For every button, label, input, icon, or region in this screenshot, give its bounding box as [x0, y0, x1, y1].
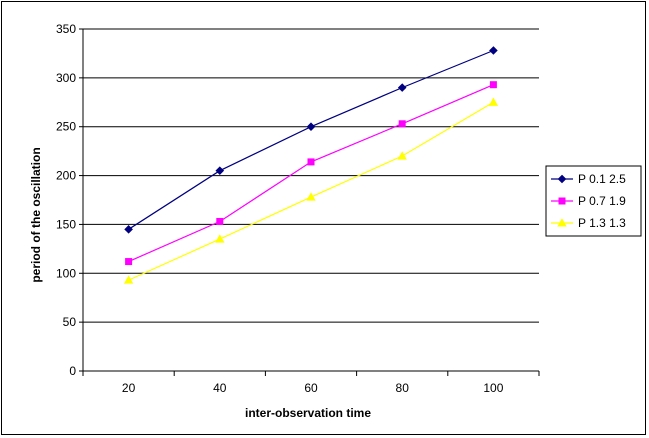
- series-layer: [123, 46, 499, 284]
- y-tick-label-250: 250: [56, 120, 76, 134]
- y-tick-label-150: 150: [56, 217, 76, 231]
- data-point-1-40: [215, 166, 225, 175]
- data-point-1-60: [306, 122, 316, 132]
- data-point-3-60: [306, 192, 316, 201]
- data-point-3-40: [215, 234, 225, 243]
- legend: P 0.1 2.5 P 0.7 1.9 P 1.3 1.3: [545, 165, 642, 237]
- data-point-1-80: [397, 83, 407, 92]
- x-axis-title: inter-observation time: [245, 406, 371, 420]
- x-tick-label-100: 100: [483, 381, 503, 395]
- y-tick-label-100: 100: [56, 266, 76, 280]
- series-2: [125, 81, 497, 266]
- data-point-1-20: [124, 225, 133, 234]
- data-point-2-80: [398, 120, 406, 128]
- y-tick-label-50: 50: [63, 315, 77, 329]
- legend-label-3: P 1.3 1.3: [578, 216, 626, 230]
- x-tick-label-40: 40: [213, 381, 227, 395]
- data-point-3-80: [397, 151, 407, 160]
- legend-label-1: P 0.1 2.5: [578, 172, 626, 186]
- legend-label-2: P 0.7 1.9: [578, 194, 626, 208]
- x-tick-label-20: 20: [122, 381, 136, 395]
- axes: [79, 28, 540, 376]
- gridlines: [83, 28, 539, 323]
- y-tick-label-300: 300: [56, 71, 76, 85]
- x-tick-label-60: 60: [304, 381, 318, 395]
- tick-labels: 0 50 100 150 200 250 300 350 20 40 60 80 100: [56, 22, 504, 395]
- y-axis-title: period of the oscillation: [29, 147, 43, 282]
- x-tick-label-80: 80: [396, 381, 410, 395]
- data-point-2-100: [489, 81, 497, 89]
- legend-marker-3: [557, 218, 567, 227]
- y-tick-label-0: 0: [69, 364, 76, 378]
- series-line-1: [128, 49, 494, 230]
- legend-marker-1: [557, 174, 567, 184]
- data-point-2-20: [125, 258, 133, 266]
- series-line-2: [128, 84, 494, 263]
- data-point-2-40: [216, 217, 224, 225]
- data-point-2-60: [307, 158, 315, 166]
- data-point-1-100: [489, 46, 498, 55]
- y-tick-label-350: 350: [56, 22, 76, 36]
- series-1: [124, 46, 498, 234]
- y-tick-label-200: 200: [56, 169, 76, 183]
- data-point-3-100: [488, 97, 499, 106]
- data-point-3-20: [123, 275, 134, 284]
- series-3: [123, 97, 499, 284]
- legend-marker-2: [558, 197, 566, 205]
